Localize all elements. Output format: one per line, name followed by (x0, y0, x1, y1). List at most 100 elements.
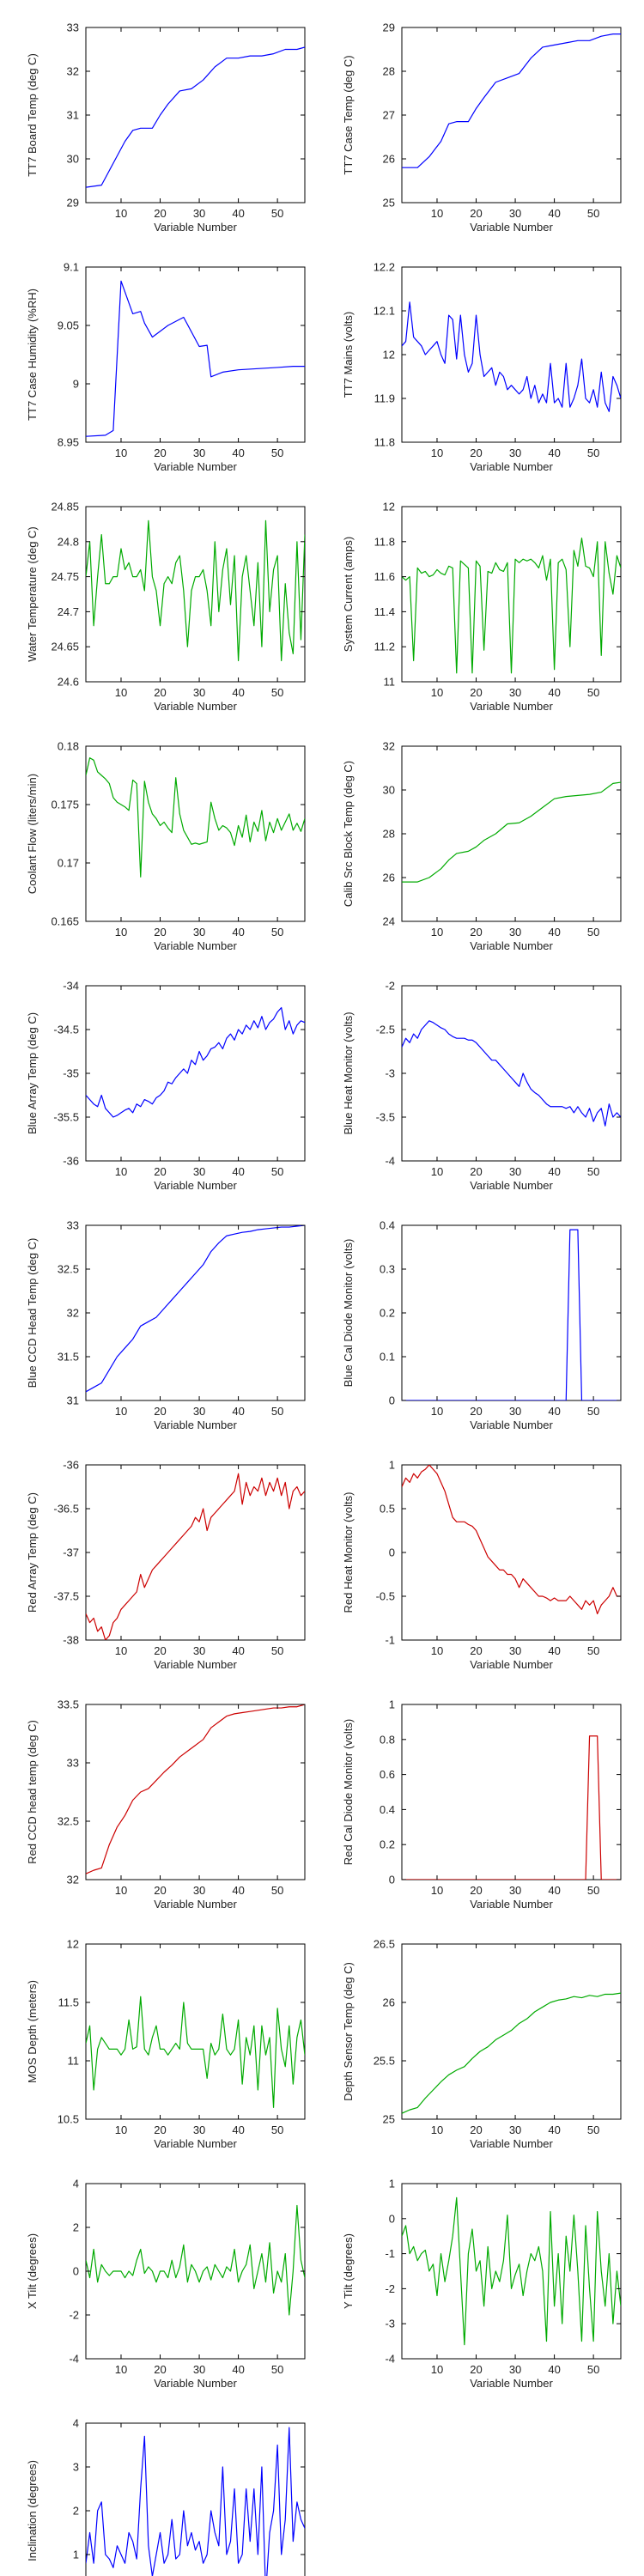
y-axis-label: Depth Sensor Temp (deg C) (342, 1962, 355, 2101)
x-tick-label: 30 (193, 447, 205, 459)
x-tick-label: 20 (470, 447, 482, 459)
y-tick-label: -3 (385, 2318, 395, 2330)
series-line-0 (402, 1020, 621, 1127)
x-tick-label: 20 (154, 926, 166, 939)
x-tick-label: 40 (232, 2363, 244, 2376)
y-tick-label: 2 (73, 2505, 79, 2518)
y-tick-label: 32 (383, 740, 395, 753)
y-tick-label: 0.6 (380, 1768, 395, 1781)
x-tick-label: 30 (193, 1165, 205, 1178)
y-tick-label: 11.2 (374, 641, 395, 653)
x-axis-label: Variable Number (154, 1179, 237, 1192)
plot-frame (85, 27, 306, 204)
y-axis-label: Blue Array Temp (deg C) (26, 1012, 39, 1134)
y-tick-label: 0.1 (380, 1351, 395, 1364)
x-tick-label: 30 (509, 1644, 521, 1657)
y-tick-label: 1 (389, 1698, 395, 1711)
chart-panel-9: 10 20 30 40 50 -4 -3.5 -3 -2.5 -2 Variable Number B… (342, 980, 622, 1192)
y-tick-label: 10.5 (58, 2113, 79, 2126)
series-line-0 (86, 46, 305, 188)
chart-panel-13: 10 20 30 40 50 -1 -0.5 0 0.5 1 Variable Number Red … (342, 1459, 622, 1671)
x-tick-label: 50 (587, 686, 599, 699)
x-tick-label: 20 (154, 2123, 166, 2136)
y-tick-label: 12.1 (374, 305, 395, 318)
y-tick-label: -35.5 (53, 1111, 79, 1124)
y-tick-label: 11.8 (374, 436, 395, 449)
y-tick-label: 12 (67, 1938, 79, 1951)
y-tick-label: 28 (383, 828, 395, 841)
x-tick-label: 10 (431, 1644, 443, 1657)
chart-panel-7: 10 20 30 40 50 24 26 28 30 32 Variable Number Calib… (342, 740, 622, 952)
x-tick-label: 20 (470, 1405, 482, 1418)
y-tick-label: 11.4 (374, 605, 395, 618)
y-tick-label: 24.65 (51, 641, 79, 653)
plot-frame (85, 2422, 306, 2576)
x-tick-label: 10 (115, 207, 127, 220)
plot-frame (401, 745, 622, 922)
y-tick-label: 26 (383, 872, 395, 884)
x-tick-label: 40 (548, 926, 560, 939)
chart-panel-4: 10 20 30 40 50 24.6 24.65 24.7 24.75 24.8 24.85 Var… (26, 501, 306, 713)
x-tick-label: 50 (271, 1884, 283, 1897)
x-tick-label: 40 (232, 2123, 244, 2136)
y-tick-label: 11.5 (58, 1996, 79, 2009)
series-line-0 (402, 1229, 621, 1400)
y-tick-label: -4 (69, 2353, 79, 2366)
y-tick-label: 25 (383, 2113, 395, 2126)
x-tick-label: 40 (548, 1884, 560, 1897)
x-axis-label: Variable Number (470, 2137, 553, 2150)
y-tick-label: 33 (67, 1219, 79, 1232)
x-tick-label: 40 (232, 1405, 244, 1418)
y-tick-label: 9.1 (64, 261, 79, 274)
y-axis-label: Water Temperature (deg C) (26, 526, 39, 662)
x-tick-label: 30 (193, 2363, 205, 2376)
y-axis-label: Blue Cal Diode Monitor (volts) (342, 1239, 355, 1388)
x-tick-label: 50 (587, 1884, 599, 1897)
y-tick-label: 26.5 (374, 1938, 395, 1951)
y-tick-label: 26 (383, 1996, 395, 2009)
y-axis-label: TT7 Case Humidity (%RH) (26, 289, 39, 421)
chart-panel-12: 10 20 30 40 50 -38 -37.5 -37 -36.5 -36 Variable Nu… (26, 1459, 306, 1671)
y-tick-label: -36 (63, 1459, 79, 1472)
series-line-0 (402, 301, 621, 412)
x-tick-label: 50 (587, 207, 599, 220)
x-tick-label: 50 (271, 2123, 283, 2136)
x-tick-label: 10 (431, 1884, 443, 1897)
x-axis-label: Variable Number (154, 221, 237, 234)
series-line-0 (86, 2427, 305, 2576)
x-tick-label: 20 (154, 1165, 166, 1178)
x-axis-label: Variable Number (470, 2377, 553, 2390)
x-tick-label: 50 (271, 2363, 283, 2376)
y-tick-label: 12 (383, 501, 395, 513)
y-tick-label: -2 (385, 980, 395, 993)
x-tick-label: 50 (587, 1644, 599, 1657)
y-tick-label: 0 (389, 1394, 395, 1407)
x-tick-label: 30 (193, 2123, 205, 2136)
y-tick-label: -4 (385, 2353, 395, 2366)
chart-panel-17: 10 20 30 40 50 25 25.5 26 26.5 Variable Number Dep… (342, 1938, 622, 2150)
x-tick-label: 40 (232, 686, 244, 699)
y-tick-label: 25.5 (374, 2055, 395, 2068)
y-tick-label: 24 (383, 915, 395, 928)
y-axis-label: Red Array Temp (deg C) (26, 1492, 39, 1613)
x-axis-label: Variable Number (154, 2137, 237, 2150)
chart-panel-6: 10 20 30 40 50 0.165 0.17 0.175 0.18 Variable Num… (26, 740, 306, 952)
y-tick-label: -3 (385, 1067, 395, 1080)
y-tick-label: -34 (63, 980, 79, 993)
y-tick-label: 0.165 (51, 915, 79, 928)
plot-frame (85, 1224, 306, 1401)
plot-frame (85, 985, 306, 1162)
x-tick-label: 20 (470, 1884, 482, 1897)
y-tick-label: 30 (67, 153, 79, 166)
y-tick-label: -2 (385, 2282, 395, 2295)
y-tick-label: 1 (389, 1459, 395, 1472)
chart-panel-19: 10 20 30 40 50 -4 -3 -2 -1 0 1 Variable Number Y Til… (342, 2178, 622, 2390)
x-tick-label: 30 (509, 447, 521, 459)
y-axis-label: X Tilt (degrees) (26, 2233, 39, 2309)
x-axis-label: Variable Number (470, 1658, 553, 1671)
y-tick-label: -1 (385, 1634, 395, 1647)
y-tick-label: 0.3 (380, 1263, 395, 1276)
x-tick-label: 20 (470, 1165, 482, 1178)
y-tick-label: 31 (67, 109, 79, 122)
